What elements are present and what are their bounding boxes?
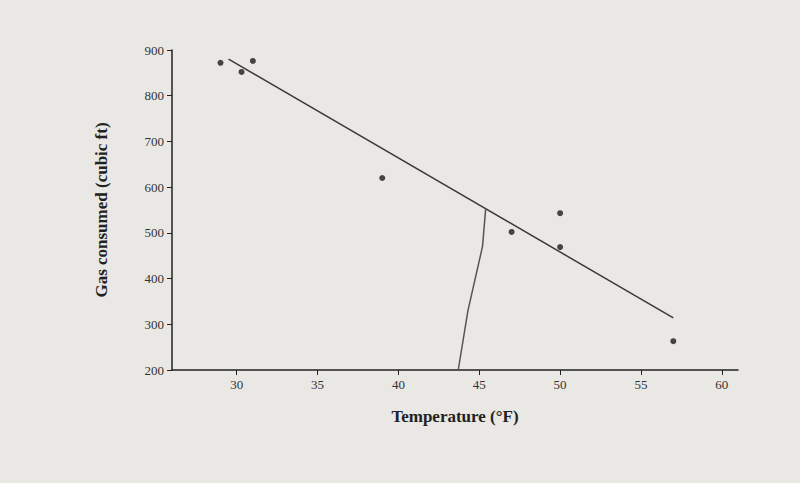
svg-text:900: 900 — [145, 43, 165, 58]
svg-text:300: 300 — [145, 317, 165, 332]
svg-text:40: 40 — [392, 377, 405, 392]
svg-text:50: 50 — [554, 377, 567, 392]
svg-text:Gas consumed (cubic ft): Gas consumed (cubic ft) — [92, 122, 111, 297]
svg-text:800: 800 — [145, 88, 165, 103]
svg-text:55: 55 — [634, 377, 647, 392]
svg-text:Temperature (°F): Temperature (°F) — [391, 407, 518, 426]
svg-text:500: 500 — [145, 225, 165, 240]
svg-text:45: 45 — [473, 377, 486, 392]
svg-text:700: 700 — [145, 134, 165, 149]
svg-text:200: 200 — [145, 363, 165, 378]
svg-text:30: 30 — [230, 377, 243, 392]
svg-text:35: 35 — [311, 377, 324, 392]
svg-text:60: 60 — [715, 377, 728, 392]
svg-text:600: 600 — [145, 180, 165, 195]
svg-text:400: 400 — [145, 271, 165, 286]
